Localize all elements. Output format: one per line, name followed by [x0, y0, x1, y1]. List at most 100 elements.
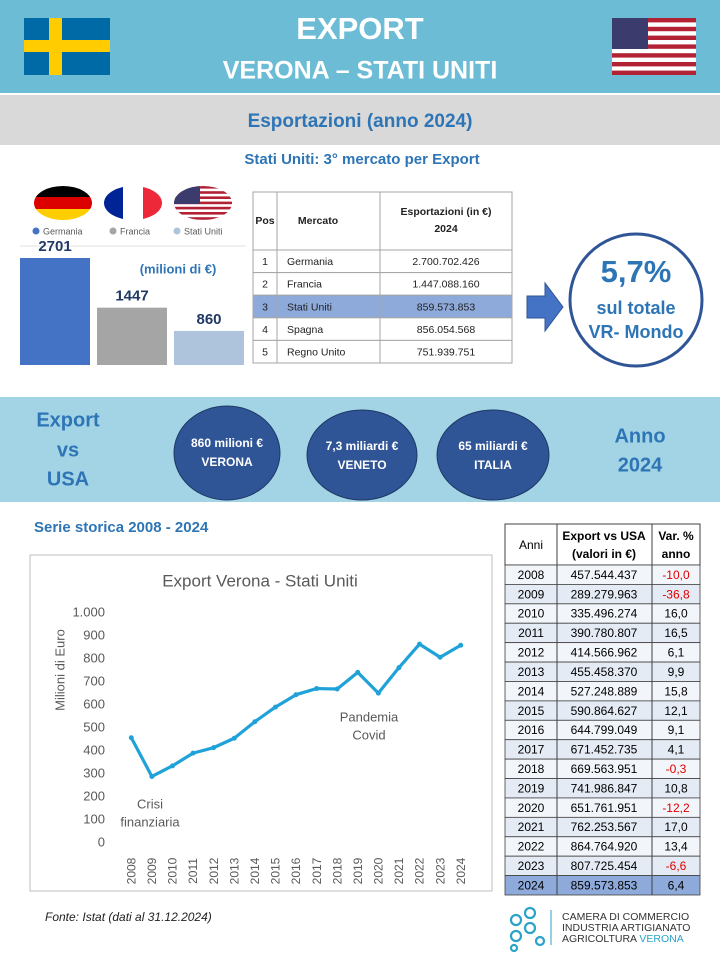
- table-cell: -0,3: [666, 762, 687, 776]
- table-row-bg: [252, 339, 513, 364]
- share-line: VR- Mondo: [589, 322, 684, 342]
- table-cell: 9,1: [668, 723, 685, 737]
- table-cell: Francia: [287, 279, 322, 291]
- table-cell: 2022: [518, 840, 545, 854]
- series-point: [190, 750, 196, 756]
- chart-title: Export Verona - Stati Uniti: [162, 571, 358, 590]
- flag-france: [104, 186, 162, 220]
- series-point: [169, 763, 175, 769]
- table-cell: 390.780.807: [571, 626, 638, 640]
- flag-germany: [34, 186, 92, 220]
- legend-label: Francia: [120, 226, 150, 236]
- y-tick-label: 900: [83, 627, 105, 642]
- flag-sweden: [24, 18, 110, 75]
- table-cell: 2009: [518, 587, 545, 601]
- table-cell: 1: [262, 256, 268, 268]
- table-cell: 2020: [518, 801, 545, 815]
- logo-text: AGRICOLTURA VERONA: [562, 933, 684, 945]
- legend-swatch: [173, 227, 181, 235]
- table-cell: 2013: [518, 665, 545, 679]
- table-cell: 864.764.920: [571, 840, 638, 854]
- table-header: 2024: [434, 223, 458, 235]
- bubble-text: 860 milioni €: [191, 436, 263, 450]
- x-tick-label: 2015: [269, 857, 283, 884]
- table-cell: 16,5: [664, 626, 688, 640]
- x-tick-label: 2016: [289, 857, 303, 884]
- table-cell: 1.447.088.160: [412, 279, 479, 291]
- y-tick-label: 100: [83, 811, 105, 826]
- table-cell: 2012: [518, 646, 545, 660]
- table-header: Mercato: [298, 215, 338, 227]
- table-cell: 2019: [518, 781, 545, 795]
- series-point: [396, 665, 402, 671]
- x-tick-label: 2024: [454, 857, 468, 884]
- comparison-year: Anno: [614, 425, 665, 447]
- x-tick-label: 2021: [392, 857, 406, 884]
- y-tick-label: 800: [83, 650, 105, 665]
- table-cell: 12,1: [664, 704, 688, 718]
- series-point: [128, 735, 134, 741]
- logo-text: AGRICOLTURA: [562, 933, 637, 945]
- x-tick-label: 2011: [186, 858, 200, 884]
- table-cell: 2024: [518, 878, 545, 892]
- x-tick-label: 2012: [207, 857, 221, 884]
- table-cell: 289.279.963: [571, 587, 638, 601]
- series-point: [375, 690, 381, 696]
- bubble-text: 65 miliardi €: [458, 439, 528, 453]
- table-cell: -12,2: [662, 801, 690, 815]
- table-cell: -10,0: [662, 568, 690, 582]
- logo-text: INDUSTRIA ARTIGIANATO: [562, 922, 690, 934]
- table-cell: 17,0: [664, 820, 688, 834]
- table-cell: 13,4: [664, 840, 688, 854]
- bar-annotation: (milioni di €): [140, 261, 217, 276]
- table-cell: 741.986.847: [571, 781, 638, 795]
- series-point: [334, 686, 340, 692]
- x-tick-label: 2019: [351, 857, 365, 884]
- y-tick-label: 200: [83, 788, 105, 803]
- table-cell: 2021: [518, 820, 545, 834]
- comparison-label: Export: [36, 409, 100, 431]
- series-point: [417, 641, 423, 647]
- table-header: (valori in €): [572, 547, 636, 561]
- table-cell: 10,8: [664, 781, 688, 795]
- comparison-year: 2024: [618, 454, 663, 476]
- bar-value-label: 2701: [38, 238, 71, 255]
- y-tick-label: 400: [83, 742, 105, 757]
- table-cell: 2010: [518, 607, 545, 621]
- header-title: EXPORT: [296, 11, 424, 46]
- table-cell: 335.496.274: [571, 607, 638, 621]
- x-tick-label: 2010: [166, 857, 180, 884]
- table-header-bg: [504, 523, 701, 566]
- bubble-text: 7,3 miliardi €: [326, 439, 399, 453]
- table-header: Pos: [255, 215, 274, 227]
- table-cell: 2018: [518, 762, 545, 776]
- flag-usa: [612, 18, 696, 75]
- series-point: [149, 773, 155, 779]
- table-cell: 651.761.951: [571, 801, 638, 815]
- table-cell: 4,1: [668, 743, 685, 757]
- table-header: Export vs USA: [562, 529, 646, 543]
- series-point: [293, 692, 299, 698]
- x-tick-label: 2017: [310, 857, 324, 884]
- bubble-text: VERONA: [201, 455, 253, 469]
- table-cell: 2015: [518, 704, 545, 718]
- table-cell: 2011: [518, 626, 544, 640]
- table-cell: 527.248.889: [571, 684, 638, 698]
- legend-label: Germania: [43, 226, 83, 236]
- table-cell: 2: [262, 279, 268, 291]
- x-tick-label: 2014: [248, 857, 262, 884]
- table-cell: 455.458.370: [571, 665, 638, 679]
- x-tick-label: 2022: [413, 857, 427, 884]
- logo-accent: VERONA: [639, 933, 683, 945]
- table-cell: 2.700.702.426: [412, 256, 479, 268]
- table-cell: 807.725.454: [571, 859, 638, 873]
- y-tick-label: 1.000: [72, 604, 105, 619]
- table-cell: 16,0: [664, 607, 688, 621]
- y-tick-label: 600: [83, 696, 105, 711]
- bubble: [306, 409, 418, 501]
- table-cell: 6,4: [668, 878, 685, 892]
- legend-swatch: [32, 227, 40, 235]
- x-tick-label: 2008: [124, 857, 138, 884]
- section-band: [0, 95, 720, 145]
